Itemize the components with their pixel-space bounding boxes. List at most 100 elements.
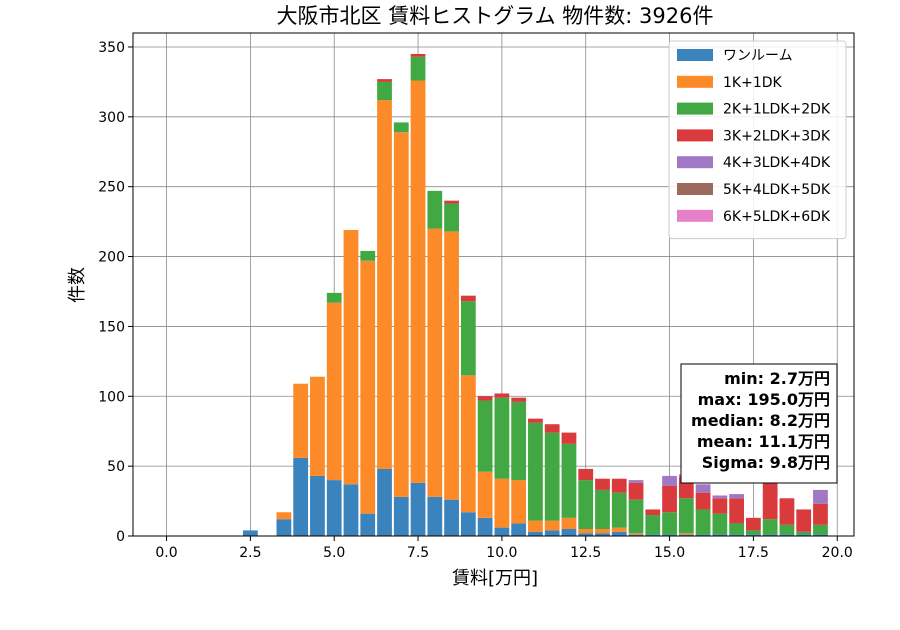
bar-segment-series-0 bbox=[662, 534, 677, 536]
bar-segment-series-0 bbox=[544, 530, 560, 536]
legend-swatch bbox=[677, 49, 713, 61]
bar-segment-series-1 bbox=[276, 512, 292, 520]
bar-segment-series-0 bbox=[779, 534, 795, 536]
bar-segment-series-1 bbox=[544, 520, 560, 531]
bar-segment-series-1 bbox=[477, 471, 493, 518]
bar-segment-series-1 bbox=[460, 375, 476, 513]
bar-segment-series-2 bbox=[779, 524, 795, 535]
bar-segment-series-2 bbox=[628, 499, 644, 534]
y-tick-label: 100 bbox=[98, 389, 125, 405]
bar-segment-series-3 bbox=[578, 468, 594, 481]
bar-segment-series-2 bbox=[746, 530, 761, 535]
bar-segment-series-3 bbox=[813, 503, 828, 525]
x-tick-label: 7.5 bbox=[407, 545, 429, 561]
bar-segment-series-2 bbox=[561, 443, 577, 518]
bar-segment-series-2 bbox=[796, 531, 812, 535]
bar-segment-series-0 bbox=[393, 496, 409, 536]
bar-segment-series-0 bbox=[410, 482, 426, 536]
bar-segment-series-1 bbox=[393, 132, 409, 497]
bar-segment-series-4 bbox=[729, 494, 745, 499]
bar-segment-series-1 bbox=[310, 376, 325, 476]
bar-segment-series-0 bbox=[360, 513, 376, 536]
bar-segment-series-1 bbox=[578, 529, 594, 534]
bar-segment-series-1 bbox=[678, 533, 694, 535]
legend-swatch bbox=[677, 129, 713, 142]
x-axis-ticks: 0.0 2.5 5.0 7.5 10.0 12.5 15.0 17.5 20.0 bbox=[155, 536, 853, 561]
y-tick-label: 250 bbox=[98, 180, 125, 196]
y-tick-label: 300 bbox=[98, 110, 125, 126]
y-tick-label: 50 bbox=[107, 459, 125, 475]
bar-segment-series-0 bbox=[427, 496, 443, 536]
legend: ワンルーム 1K+1DK 2K+1LDK+2DK 3K+2LDK+3DK 4K+3LDK… bbox=[668, 40, 847, 240]
bar-segment-series-2 bbox=[729, 523, 745, 535]
bar-segment-series-3 bbox=[611, 478, 627, 493]
x-tick-label: 2.5 bbox=[239, 545, 261, 561]
bar-segment-series-4 bbox=[813, 489, 828, 504]
bar-segment-series-3 bbox=[444, 200, 459, 204]
bar-segment-series-3 bbox=[779, 498, 795, 525]
y-axis-ticks: 0 50 100 150 200 250 300 350 bbox=[98, 40, 133, 545]
bar-segment-series-0 bbox=[796, 534, 812, 536]
legend-label: 2K+1LDK+2DK bbox=[723, 102, 831, 118]
legend-swatch bbox=[677, 209, 713, 222]
x-tick-label: 15.0 bbox=[654, 545, 685, 561]
bar-segment-series-0 bbox=[444, 499, 459, 536]
bar-segment-series-1 bbox=[293, 383, 309, 458]
bar-segment-series-0 bbox=[343, 484, 359, 536]
bar-segment-series-3 bbox=[561, 432, 577, 444]
bar-segment-series-4 bbox=[662, 475, 677, 486]
bar-segment-series-2 bbox=[460, 301, 476, 376]
stats-line: max: 195.0万円 bbox=[698, 390, 830, 409]
x-tick-label: 10.0 bbox=[486, 545, 517, 561]
bar-segment-series-0 bbox=[678, 534, 694, 536]
legend-label: 5K+4LDK+5DK bbox=[723, 182, 831, 198]
bar-segment-series-3 bbox=[762, 480, 778, 520]
bar-segment-series-0 bbox=[460, 512, 476, 536]
bar-segment-series-1 bbox=[444, 231, 459, 500]
bar-segment-series-3 bbox=[460, 295, 476, 302]
bar-segment-series-0 bbox=[628, 534, 644, 536]
bar-segment-series-0 bbox=[242, 530, 258, 536]
bar-segment-series-1 bbox=[611, 527, 627, 532]
bar-segment-series-0 bbox=[477, 517, 493, 536]
bar-segment-series-3 bbox=[746, 517, 761, 531]
bar-segment-series-0 bbox=[762, 534, 778, 536]
bar-segment-series-2 bbox=[393, 122, 409, 133]
bar-segment-series-3 bbox=[796, 509, 812, 532]
bar-segment-series-3 bbox=[628, 482, 644, 500]
chart-title: 大阪市北区 賃料ヒストグラム 物件数: 3926件 bbox=[277, 4, 714, 28]
bar-segment-series-1 bbox=[410, 80, 426, 483]
bar-segment-series-0 bbox=[561, 529, 577, 536]
x-axis-label: 賃料[万円] bbox=[452, 568, 538, 589]
bar-segment-series-1 bbox=[561, 517, 577, 530]
bar-segment-series-0 bbox=[595, 533, 610, 536]
plot-frame bbox=[132, 32, 855, 537]
bar-segment-series-1 bbox=[427, 228, 443, 497]
bar-segment-series-3 bbox=[410, 53, 426, 57]
bar-segment-series-2 bbox=[578, 480, 594, 530]
bar-segment-series-2 bbox=[528, 422, 543, 521]
bar-segment-series-1 bbox=[528, 520, 543, 532]
bar-segment-series-2 bbox=[544, 432, 560, 521]
bar-segment-series-4 bbox=[628, 480, 644, 483]
bar-segment-series-0 bbox=[645, 534, 661, 536]
bar-segment-series-0 bbox=[326, 480, 342, 536]
legend-swatch bbox=[677, 156, 713, 169]
bar-segment-series-0 bbox=[813, 534, 828, 536]
bar-segment-series-3 bbox=[729, 498, 745, 524]
bar-segment-series-2 bbox=[511, 401, 527, 481]
x-tick-label: 0.0 bbox=[155, 545, 177, 561]
bar-segment-series-2 bbox=[678, 498, 694, 534]
bar-segment-series-3 bbox=[695, 492, 711, 510]
y-axis-label: 件数 bbox=[67, 267, 88, 303]
bar-segment-series-2 bbox=[695, 509, 711, 535]
bar-segment-series-0 bbox=[578, 533, 594, 536]
bar-segment-series-1 bbox=[360, 260, 376, 514]
bar-segment-series-2 bbox=[427, 190, 443, 229]
legend-label: 6K+5LDK+6DK bbox=[723, 209, 831, 225]
stats-line: Sigma: 9.8万円 bbox=[702, 453, 830, 472]
legend-box bbox=[668, 40, 847, 240]
bar-segment-series-0 bbox=[276, 519, 292, 536]
bar-segment-series-3 bbox=[477, 396, 493, 401]
bar-segment-series-2 bbox=[477, 400, 493, 472]
